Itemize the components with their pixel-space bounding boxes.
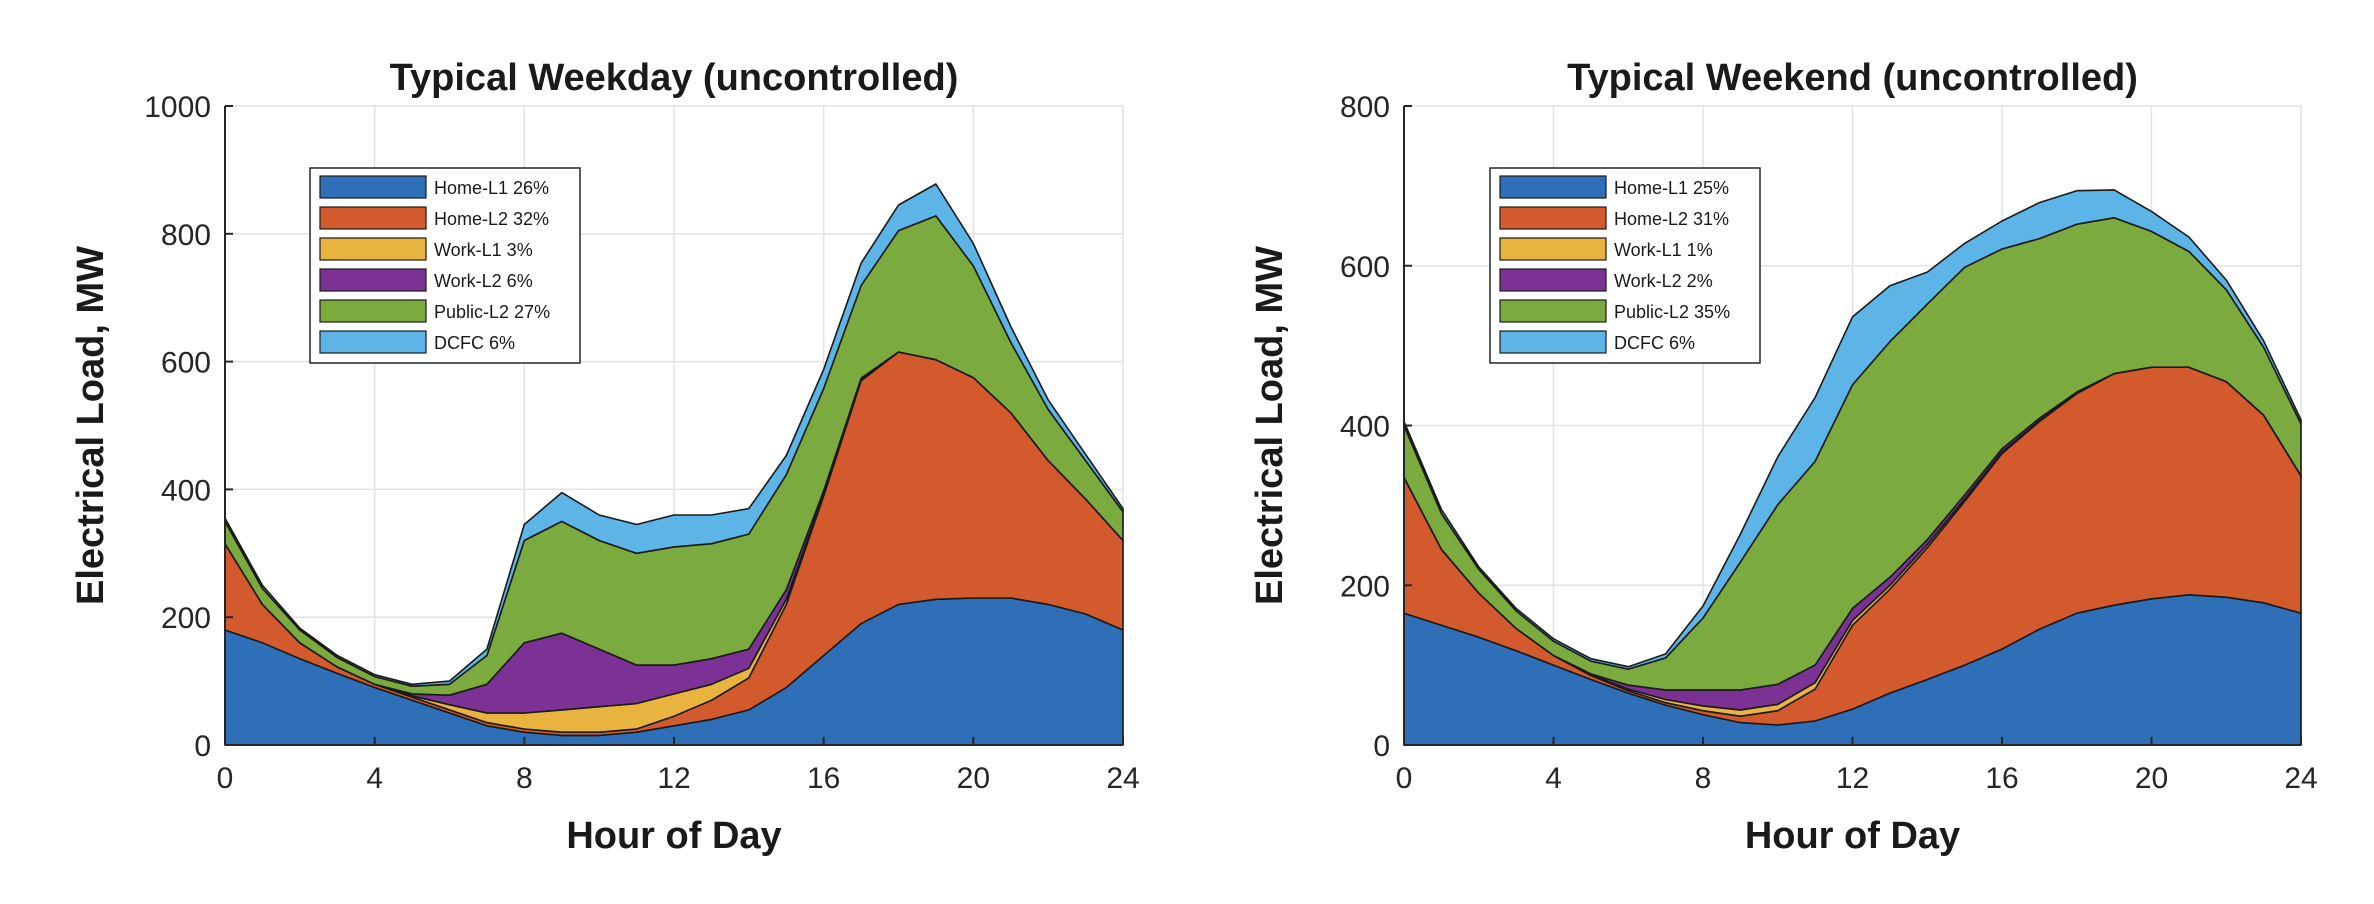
y-tick-label: 0 — [1373, 730, 1390, 763]
y-tick-label: 1000 — [144, 91, 211, 124]
legend-entry-label: Home-L2 31% — [1614, 209, 1729, 229]
legend-entry-label: Home-L2 32% — [434, 209, 549, 229]
legend-entry-label: DCFC 6% — [1614, 333, 1695, 353]
legend-entry-label: Work-L2 6% — [434, 271, 533, 291]
x-tick-label: 24 — [2284, 762, 2317, 795]
x-tick-label: 4 — [1545, 762, 1562, 795]
legend-swatch — [319, 330, 427, 354]
x-tick-label: 0 — [1396, 762, 1413, 795]
x-tick-label: 8 — [516, 762, 533, 795]
legend: Home-L1 25% Home-L2 31% Work-L1 1% Work-L2 … — [1489, 167, 1761, 364]
y-tick-label: 400 — [161, 474, 211, 507]
chart-panel-1: 0 4 8 12 16 20 24 0 200 400 600 800 1000 Typical Week… — [70, 57, 1140, 857]
y-tick-label: 800 — [161, 219, 211, 252]
y-axis-label: Electrical Load, MW — [1249, 246, 1291, 605]
legend: Home-L1 26% Home-L2 32% Work-L1 3% Work-L2 … — [309, 167, 581, 364]
legend-swatch — [319, 299, 427, 323]
legend-entry-label: Work-L1 3% — [434, 240, 533, 260]
legend-swatch — [319, 237, 427, 261]
legend-swatch — [1499, 299, 1607, 323]
x-tick-label: 16 — [807, 762, 840, 795]
x-tick-label: 0 — [217, 762, 234, 795]
y-tick-label: 0 — [194, 730, 211, 763]
y-tick-label: 200 — [161, 602, 211, 635]
legend-swatch — [1499, 268, 1607, 292]
chart-panel-2: 0 4 8 12 16 20 24 0 200 400 600 800 Typical Weekend … — [1249, 57, 2318, 857]
x-tick-label: 8 — [1695, 762, 1712, 795]
x-axis-label: Hour of Day — [1745, 815, 1960, 857]
x-tick-label: 24 — [1106, 762, 1139, 795]
legend-entry-label: DCFC 6% — [434, 333, 515, 353]
y-tick-label: 400 — [1340, 411, 1390, 444]
legend-entry-label: Work-L1 1% — [1614, 240, 1713, 260]
legend-swatch — [319, 206, 427, 230]
legend-swatch — [319, 268, 427, 292]
x-tick-label: 20 — [2135, 762, 2168, 795]
legend-entry-label: Public-L2 27% — [434, 302, 550, 322]
x-tick-label: 16 — [1985, 762, 2018, 795]
y-axis-label: Electrical Load, MW — [70, 246, 112, 605]
y-tick-label: 600 — [161, 347, 211, 380]
x-tick-label: 12 — [1836, 762, 1869, 795]
x-tick-label: 4 — [366, 762, 383, 795]
chart-title: Typical Weekend (uncontrolled) — [1567, 57, 2138, 99]
legend-swatch — [1499, 175, 1607, 199]
chart-title: Typical Weekday (uncontrolled) — [390, 57, 959, 99]
x-axis-label: Hour of Day — [566, 815, 781, 857]
y-tick-label: 200 — [1340, 570, 1390, 603]
legend-swatch — [1499, 330, 1607, 354]
y-tick-label: 800 — [1340, 91, 1390, 124]
legend-entry-label: Home-L1 26% — [434, 178, 549, 198]
legend-swatch — [1499, 206, 1607, 230]
legend-entry-label: Public-L2 35% — [1614, 302, 1730, 322]
legend-swatch — [1499, 237, 1607, 261]
x-tick-label: 12 — [657, 762, 690, 795]
legend-entry-label: Home-L1 25% — [1614, 178, 1729, 198]
area-dcfc — [1403, 189, 2302, 670]
legend-swatch — [319, 175, 427, 199]
area-dcfc — [224, 183, 1124, 687]
y-tick-label: 600 — [1340, 251, 1390, 284]
x-tick-label: 20 — [957, 762, 990, 795]
legend-entry-label: Work-L2 2% — [1614, 271, 1713, 291]
